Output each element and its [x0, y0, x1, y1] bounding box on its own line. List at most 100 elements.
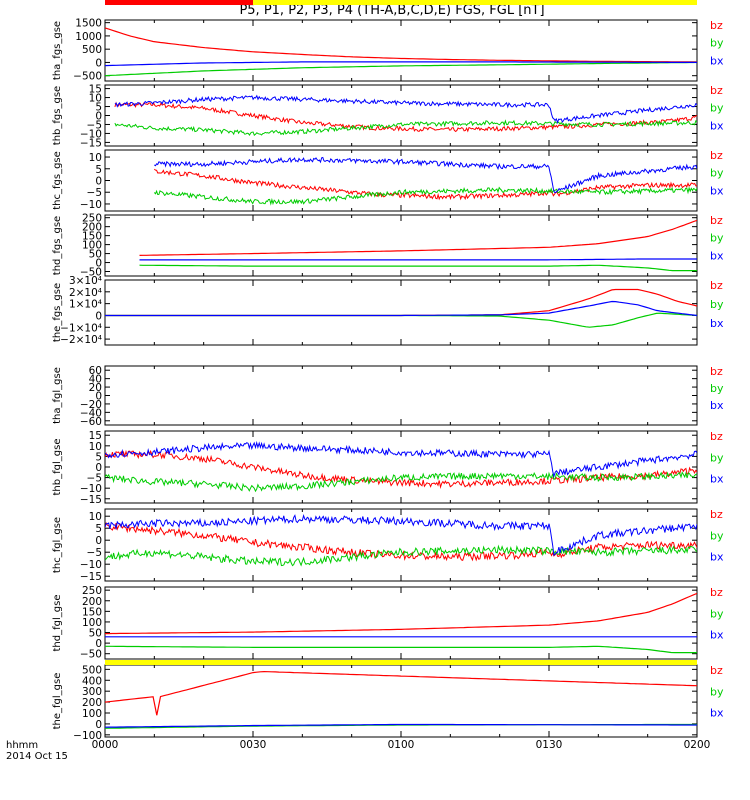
y-axis-label: tha_fgs_gse [52, 21, 63, 80]
y-tick-label: 250 [82, 213, 102, 225]
series-by [105, 544, 697, 567]
y-tick-label: −10 [80, 483, 102, 495]
y-axis-label: thb_fgs_gse [52, 86, 63, 145]
y-tick-label: −10 [80, 559, 102, 571]
legend-by: by [710, 607, 724, 620]
y-tick-label: −5 [87, 547, 102, 559]
y-tick-label: 400 [82, 675, 102, 687]
y-axis-label: thd_fgs_gse [52, 216, 63, 275]
panel-frame [104, 149, 698, 212]
y-tick-label: −15 [80, 137, 102, 149]
series-bx [114, 94, 697, 125]
y-tick-label: 1000 [75, 31, 102, 43]
y-tick-label: 0 [95, 462, 102, 474]
series-bx [105, 440, 697, 479]
series-by [105, 645, 697, 654]
y-tick-label: 50 [89, 249, 102, 261]
y-tick-label: 1×10⁴ [69, 299, 102, 311]
y-tick-label: 100 [82, 617, 102, 629]
y-axis-label: tha_fgl_gse [52, 367, 63, 424]
series-bz [153, 168, 697, 201]
y-tick-label: 0 [95, 111, 102, 123]
y-tick-label: 60 [89, 365, 102, 377]
y-tick-label: 5 [95, 451, 102, 463]
legend-by: by [710, 529, 724, 542]
y-tick-label: 100 [82, 240, 102, 252]
legend-bz: bz [710, 430, 723, 443]
series-by [105, 471, 697, 493]
legend-by: by [710, 167, 724, 180]
plot-title: P5, P1, P2, P3, P4 (TH-A,B,C,D,E) FGS, F… [239, 3, 544, 18]
y-tick-label: 0 [95, 535, 102, 547]
y-axis-label: thd_fgl_gse [52, 595, 63, 652]
panel-frame [104, 508, 698, 582]
y-tick-label: −50 [80, 267, 102, 279]
x-tick-label: 0000 [92, 739, 119, 751]
mode-bar-red [105, 0, 253, 5]
legend-by: by [710, 37, 724, 50]
y-tick-label: 0 [95, 391, 102, 403]
y-tick-label: −10 [80, 128, 102, 140]
series-by [114, 119, 697, 137]
y-tick-label: 0 [95, 638, 102, 650]
x-tick-label: 0130 [536, 739, 563, 751]
y-tick-label: −40 [80, 407, 102, 419]
legend-bz: bz [710, 84, 723, 97]
series-bx [105, 61, 697, 67]
legend-bx: bx [710, 184, 724, 197]
series-bz [105, 592, 697, 635]
legend-bz: bz [710, 149, 723, 162]
y-tick-label: 0 [95, 719, 102, 731]
legend-bz: bz [710, 365, 723, 378]
legend-bz: bz [710, 508, 723, 521]
legend-by: by [710, 685, 724, 698]
y-tick-label: 15 [89, 84, 102, 96]
legend-bz: bz [710, 279, 723, 292]
series-bx [105, 300, 697, 317]
legend-bx: bx [710, 707, 724, 720]
series-by [139, 264, 697, 272]
series-bz [139, 219, 697, 256]
y-tick-label: 5 [95, 164, 102, 176]
legend-bx: bx [710, 473, 724, 486]
legend-by: by [710, 102, 724, 115]
panel-frame [104, 84, 698, 147]
y-tick-label: 250 [82, 585, 102, 597]
y-tick-label: −5 [87, 119, 102, 131]
y-tick-label: 1500 [75, 18, 102, 30]
series-bx [154, 156, 697, 194]
series-bz [105, 521, 697, 562]
y-tick-label: 5 [95, 523, 102, 535]
y-tick-label: −5 [87, 473, 102, 485]
legend-bz: bz [710, 664, 723, 677]
y-tick-label: 50 [89, 628, 102, 640]
y-tick-label: −1×10⁴ [60, 322, 102, 334]
y-tick-label: 200 [82, 697, 102, 709]
legend-bz: bz [710, 19, 723, 32]
y-axis-label: the_fgs_gse [52, 283, 63, 342]
y-tick-label: 500 [82, 44, 102, 56]
series-bz [105, 449, 697, 489]
y-axis-label: thc_fgs_gse [52, 151, 63, 210]
panel-frame [104, 430, 698, 504]
y-tick-label: 3×10⁴ [69, 275, 102, 287]
y-tick-label: 100 [82, 708, 102, 720]
legend-bx: bx [710, 54, 724, 67]
panel-frame [104, 279, 698, 346]
legend-bx: bx [710, 119, 724, 132]
y-tick-label: −5 [87, 187, 102, 199]
legend-by: by [710, 451, 724, 464]
y-tick-label: −60 [80, 416, 102, 428]
mode-bar-yellow [105, 660, 697, 665]
y-tick-label: 0 [95, 310, 102, 322]
legend-by: by [710, 232, 724, 245]
y-tick-label: 2×10⁴ [69, 287, 102, 299]
series-bz [105, 27, 697, 63]
y-tick-label: 150 [82, 231, 102, 243]
